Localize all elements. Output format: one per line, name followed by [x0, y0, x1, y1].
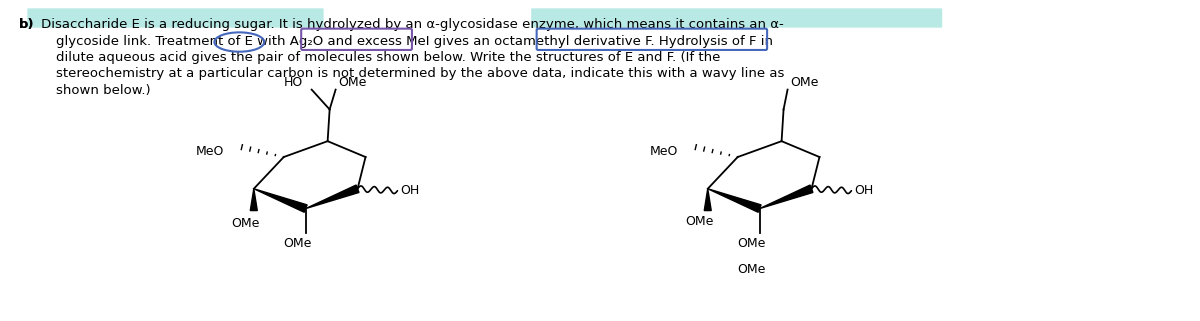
Polygon shape: [306, 185, 359, 209]
Text: b): b): [19, 18, 35, 31]
Text: MeO: MeO: [650, 144, 678, 158]
Text: stereochemistry at a particular carbon is not determined by the above data, indi: stereochemistry at a particular carbon i…: [56, 67, 785, 80]
Text: MeO: MeO: [196, 144, 224, 158]
Text: HO: HO: [283, 76, 302, 89]
Text: OMe: OMe: [283, 237, 312, 250]
Polygon shape: [251, 189, 257, 211]
Text: shown below.): shown below.): [56, 84, 151, 97]
FancyBboxPatch shape: [532, 8, 942, 28]
Polygon shape: [760, 185, 812, 209]
Text: OH: OH: [401, 184, 420, 197]
Polygon shape: [254, 189, 307, 212]
Text: dilute aqueous acid gives the pair of molecules shown below. Write the structure: dilute aqueous acid gives the pair of mo…: [56, 51, 721, 64]
Text: OMe: OMe: [738, 237, 766, 250]
Text: OMe: OMe: [738, 263, 766, 276]
Polygon shape: [708, 189, 761, 212]
Text: OMe: OMe: [791, 76, 818, 89]
Text: glycoside link. Treatment of E with Ag₂O and excess MeI gives an octamethyl deri: glycoside link. Treatment of E with Ag₂O…: [56, 35, 773, 48]
FancyBboxPatch shape: [28, 8, 324, 28]
Text: b)  Disaccharide E is a reducing sugar. It is hydrolyzed by an α-glycosidase enz: b) Disaccharide E is a reducing sugar. I…: [19, 18, 784, 31]
Text: OMe: OMe: [232, 216, 260, 230]
Polygon shape: [704, 189, 712, 211]
Text: OMe: OMe: [685, 214, 714, 228]
Text: OMe: OMe: [338, 76, 367, 89]
Text: OH: OH: [854, 184, 874, 197]
